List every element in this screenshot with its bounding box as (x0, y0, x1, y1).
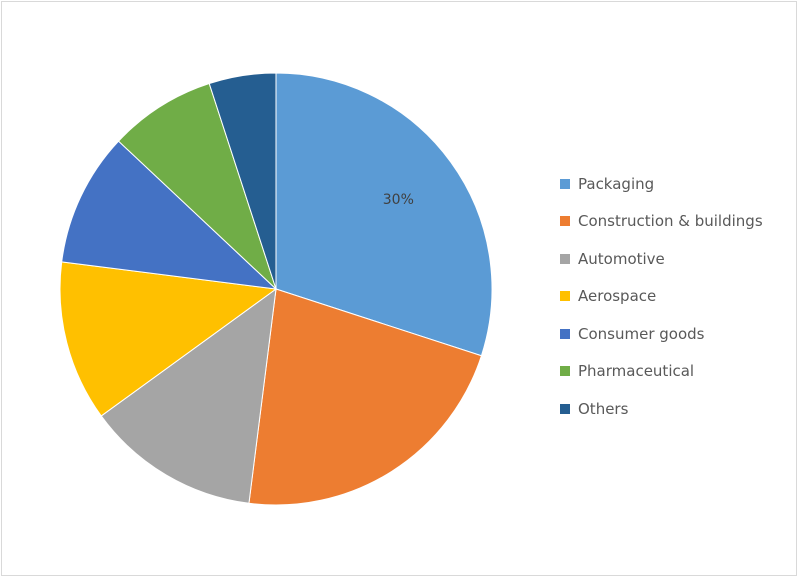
pie-slice-construction-buildings (248, 288, 483, 506)
legend-item-pharmaceutical: Pharmaceutical (560, 353, 763, 391)
legend-item-consumer-goods: Consumer goods (560, 315, 763, 353)
legend-label: Pharmaceutical (578, 362, 695, 381)
legend-label: Others (578, 399, 629, 418)
pie-slice-packaging (275, 72, 493, 357)
legend-label: Construction & buildings (578, 212, 763, 231)
data-label-packaging: 30% (383, 192, 414, 208)
legend-label: Packaging (578, 174, 655, 193)
legend-swatch (560, 328, 570, 339)
legend-label: Consumer goods (578, 324, 705, 343)
legend-swatch (560, 178, 570, 189)
legend-item-packaging: Packaging (560, 165, 763, 203)
pie-slice-consumer-goods (61, 140, 278, 290)
legend-swatch (560, 366, 570, 377)
legend-label: Automotive (578, 249, 665, 268)
legend-item-automotive: Automotive (560, 240, 763, 278)
legend-swatch (560, 216, 570, 227)
legend-label: Aerospace (578, 287, 657, 306)
pie-slice-pharmaceutical (117, 82, 277, 290)
legend-swatch (560, 403, 570, 414)
legend-swatch (560, 253, 570, 264)
legend-item-others: Others (560, 390, 763, 428)
legend-item-construction-buildings: Construction & buildings (560, 203, 763, 241)
legend-swatch (560, 291, 570, 302)
pie-slice-aerospace (59, 261, 278, 417)
legend: Packaging Construction & buildings Automot… (560, 165, 763, 428)
pie-slice-others (208, 72, 277, 290)
legend-item-aerospace: Aerospace (560, 278, 763, 316)
pie-slice-automotive (100, 287, 277, 504)
